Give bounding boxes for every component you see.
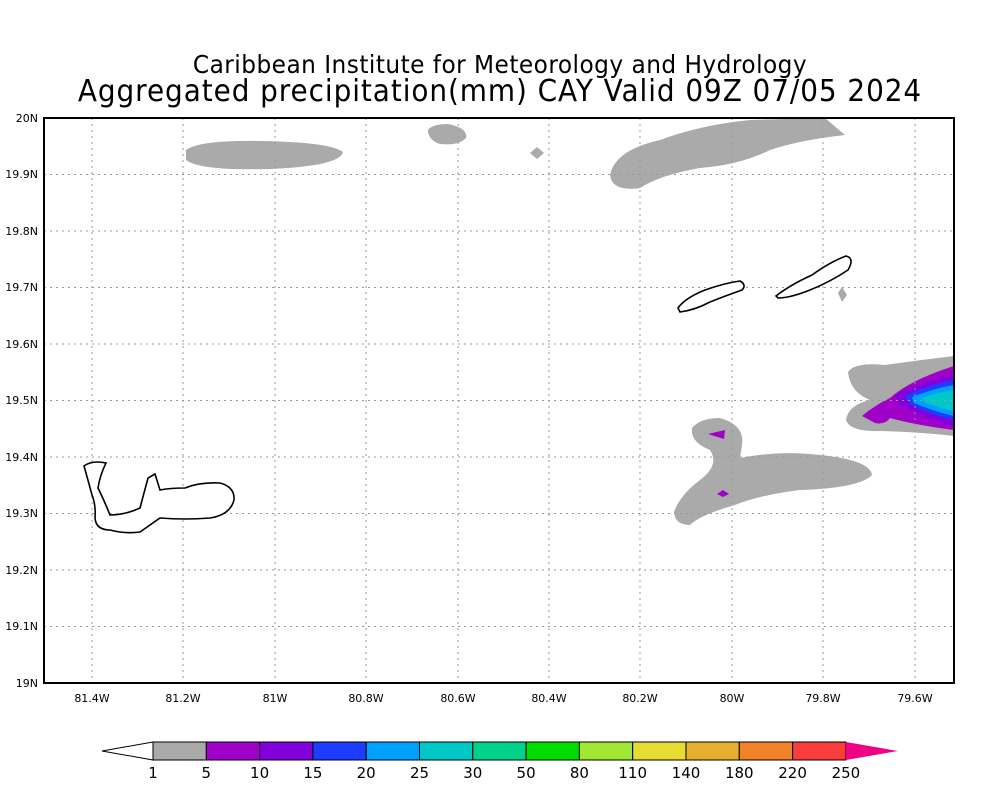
- colorbar-label: 220: [778, 764, 807, 782]
- precip-area: [428, 124, 467, 145]
- lon-label: 80W: [720, 692, 745, 705]
- colorbar-label: 25: [410, 764, 429, 782]
- lon-label: 81.2W: [165, 692, 200, 705]
- precip-area: [674, 418, 872, 525]
- colorbar-label: 50: [517, 764, 536, 782]
- colorbar-swatch: [152, 741, 207, 761]
- precip-area-5mm: [708, 430, 725, 439]
- colorbar-label: 80: [570, 764, 589, 782]
- colorbar-swatch: [525, 741, 580, 761]
- colorbar-over-arrow: [845, 742, 898, 760]
- cayman-brac-island: [774, 255, 852, 299]
- colorbar-label: 20: [357, 764, 376, 782]
- colorbar-label: 10: [250, 764, 269, 782]
- lon-label: 80.6W: [440, 692, 475, 705]
- lon-label: 79.6W: [897, 692, 932, 705]
- map-plot-area: [43, 117, 955, 684]
- precip-area: [838, 287, 847, 302]
- colorbar-swatch: [472, 741, 527, 761]
- institute-title: Caribbean Institute for Meteorology and …: [192, 50, 808, 79]
- colorbar-swatch: [205, 741, 261, 761]
- colorbar-label: 140: [672, 764, 701, 782]
- lon-label: 80.8W: [348, 692, 383, 705]
- colorbar-swatch: [578, 741, 634, 761]
- precip-area-5mm: [717, 490, 729, 497]
- lat-label: 19N: [16, 677, 38, 690]
- colorbar-label: 250: [832, 764, 861, 782]
- colorbar-under-arrow: [101, 741, 154, 761]
- lat-label: 19.5N: [5, 394, 38, 407]
- colorbar-swatch: [365, 741, 421, 761]
- lon-label: 81.4W: [74, 692, 109, 705]
- lat-label: 19.6N: [5, 338, 38, 351]
- latitude-axis: 20N 19.9N 19.8N 19.7N 19.6N 19.5N 19.4N …: [5, 112, 38, 690]
- colorbar-label: 5: [202, 764, 212, 782]
- colorbar-swatch: [738, 741, 794, 761]
- colorbar-label: 180: [725, 764, 754, 782]
- colorbar-swatch: [792, 741, 847, 761]
- little-cayman-island: [677, 280, 745, 313]
- precip-area: [530, 147, 544, 159]
- precip-areas: [186, 118, 954, 525]
- colorbar-label: 30: [463, 764, 482, 782]
- colorbar-swatch: [419, 741, 474, 761]
- grand-cayman-island: [83, 461, 235, 534]
- precip-area: [610, 118, 845, 189]
- colorbar-label: 110: [618, 764, 647, 782]
- lon-label: 80.2W: [622, 692, 657, 705]
- lat-label: 19.4N: [5, 451, 38, 464]
- lat-label: 20N: [16, 112, 38, 125]
- lat-label: 19.1N: [5, 620, 38, 633]
- map-frame: [43, 117, 955, 684]
- lat-label: 19.2N: [5, 564, 38, 577]
- colorbar-swatch: [259, 741, 314, 761]
- coastlines: [83, 255, 852, 534]
- lat-label: 19.9N: [5, 168, 38, 181]
- colorbar-label: 15: [303, 764, 322, 782]
- colorbar-swatch: [312, 741, 367, 761]
- longitude-axis: 81.4W 81.2W 81W 80.8W 80.6W 80.4W 80.2W …: [74, 692, 932, 705]
- colorbar-swatch: [685, 741, 740, 761]
- map-title: Aggregated precipitation(mm) CAY Valid 0…: [77, 74, 923, 109]
- lon-label: 79.8W: [805, 692, 840, 705]
- lon-label: 80.4W: [531, 692, 566, 705]
- lat-label: 19.7N: [5, 281, 38, 294]
- colorbar-swatch: [632, 741, 687, 761]
- lat-label: 19.3N: [5, 507, 38, 520]
- lat-label: 19.8N: [5, 225, 38, 238]
- colorbar-label: 1: [148, 764, 158, 782]
- colorbar-legend: 1 5 10 15 20 25 30 50 80 110 140 180 220 250: [101, 741, 898, 782]
- lon-label: 81W: [263, 692, 288, 705]
- precip-area: [186, 140, 343, 170]
